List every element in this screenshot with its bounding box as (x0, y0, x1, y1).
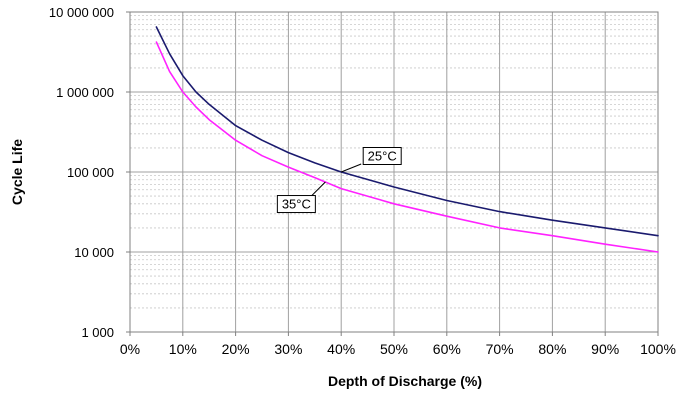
y-tick-label: 100 000 (67, 165, 114, 180)
callouts: 25°C 35°C (276, 147, 402, 214)
x-tick-label: 30% (274, 341, 302, 357)
y-axis-title: Cycle Life (9, 139, 25, 205)
x-tick-label: 20% (222, 341, 250, 357)
y-tick-label: 10 000 (74, 245, 114, 260)
x-tick-label: 0% (120, 341, 140, 357)
series-layer (155, 26, 659, 253)
x-tick-label: 10% (169, 341, 197, 357)
callout-box (276, 195, 316, 214)
x-tick-label: 60% (433, 341, 461, 357)
x-tick-label: 50% (380, 341, 408, 357)
x-axis-title: Depth of Discharge (%) (328, 373, 482, 389)
y-axis-ticks: 1 000 10 000 100 000 1 000 000 10 000 000 (49, 5, 130, 340)
y-tick-label: 1 000 000 (56, 85, 114, 100)
callout-label: 35°C (282, 197, 311, 212)
callout-label: 25°C (368, 149, 397, 164)
x-tick-label: 70% (486, 341, 514, 357)
series-line-35c (155, 41, 659, 253)
y-tick-label: 10 000 000 (49, 5, 114, 20)
callout-box (362, 147, 402, 165)
x-tick-label: 80% (538, 341, 566, 357)
series-line-25c (155, 26, 659, 237)
callout-leader (341, 163, 362, 173)
x-tick-label: 90% (591, 341, 619, 357)
x-tick-label: 100% (640, 341, 676, 357)
callout-leader (311, 181, 326, 197)
y-tick-label: 1 000 (81, 325, 114, 340)
x-axis-ticks: 0% 10% 20% 30% 40% 50% 60% 70% 80% 90% 100% (120, 332, 676, 357)
x-tick-label: 40% (327, 341, 355, 357)
